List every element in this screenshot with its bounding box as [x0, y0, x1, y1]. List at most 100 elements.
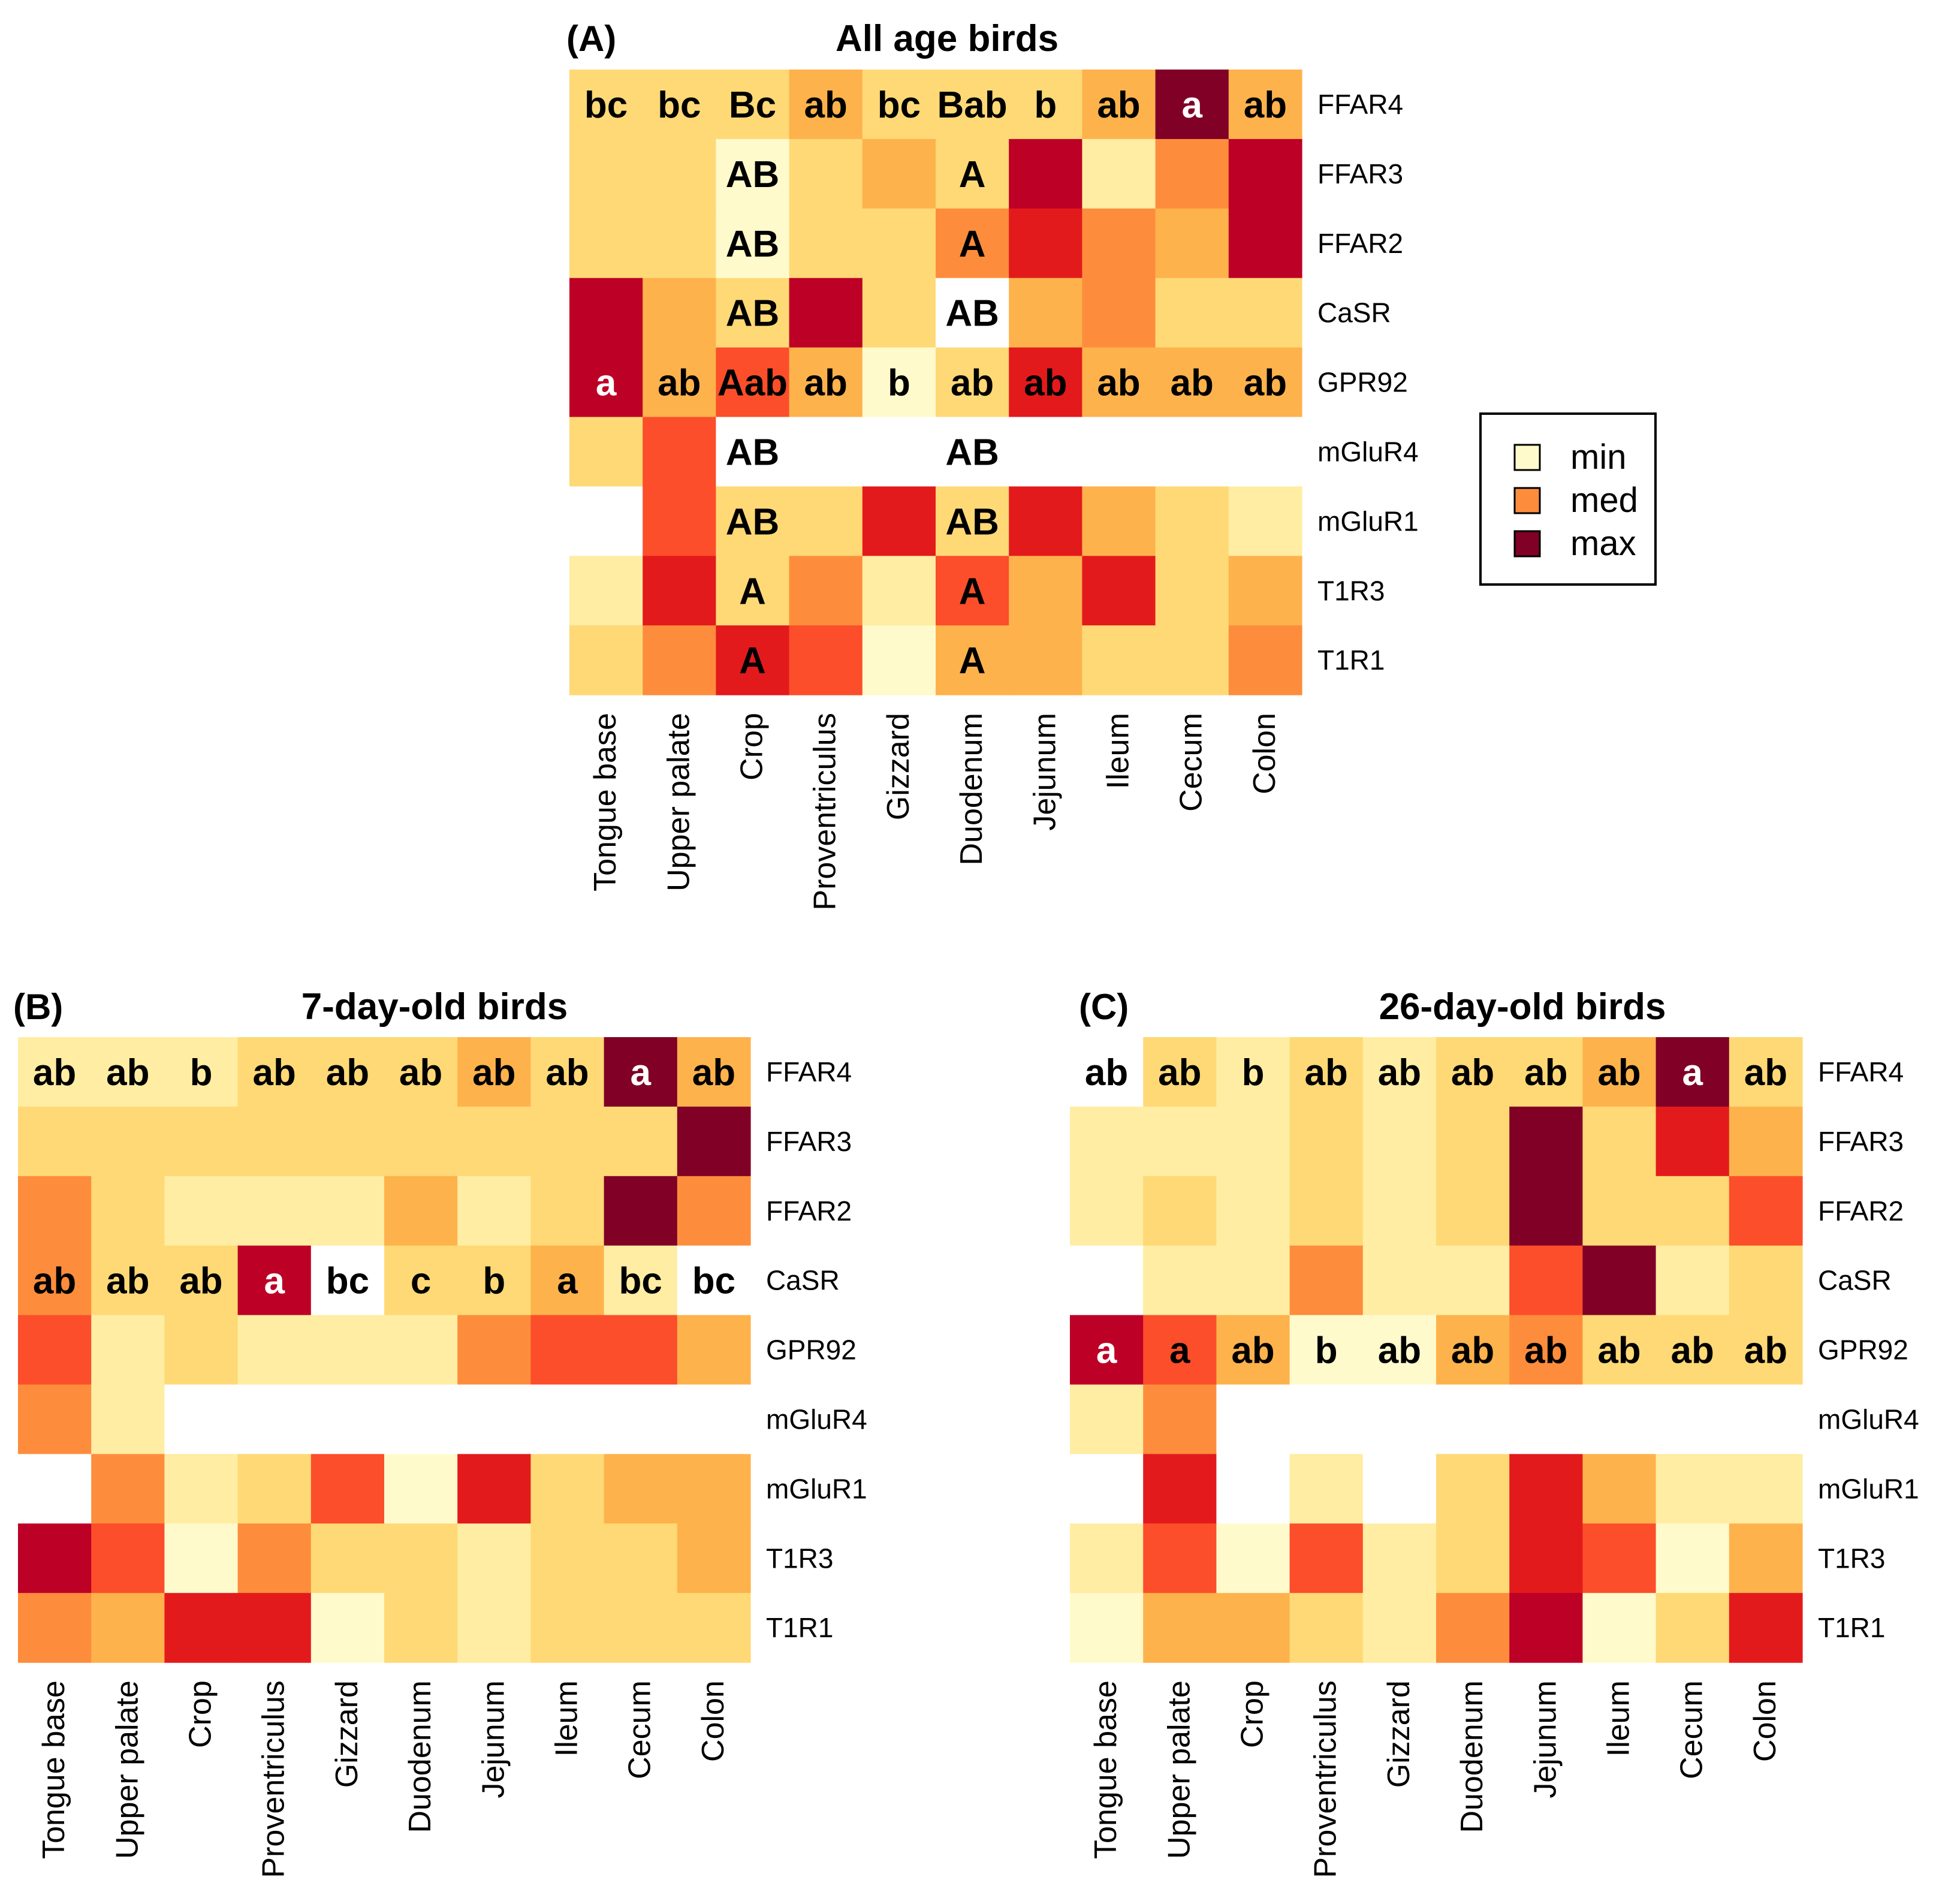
heatmap-cell	[604, 1106, 678, 1177]
heatmap-cell	[1582, 1384, 1657, 1454]
significance-label: bc	[326, 1261, 369, 1302]
heatmap-cell	[1509, 1037, 1583, 1107]
significance-label: ab	[692, 1052, 735, 1093]
heatmap-cell	[569, 70, 643, 140]
significance-label: a	[1169, 1330, 1190, 1372]
legend-swatch-max	[1513, 530, 1541, 558]
heatmap-cell	[91, 1523, 165, 1593]
heatmap-cell	[164, 1176, 239, 1246]
significance-label: b	[1315, 1330, 1338, 1372]
panel-label: (C)	[1079, 987, 1129, 1027]
heatmap-cell	[643, 417, 716, 487]
heatmap-cell	[1289, 1245, 1364, 1316]
significance-label: AB	[945, 293, 999, 335]
heatmap-cell	[643, 486, 716, 556]
heatmap-cell	[384, 1106, 458, 1177]
heatmap-cell	[789, 278, 863, 348]
heatmap-cell	[1216, 1384, 1290, 1454]
tissue-label: Duodenum	[1455, 1680, 1489, 1833]
heatmap-cell	[1362, 1176, 1437, 1246]
heatmap-cell	[1216, 1106, 1290, 1177]
heatmap-cell	[310, 1106, 385, 1177]
tissue-label: Proventriculus	[257, 1680, 291, 1878]
heatmap-cell	[862, 278, 936, 348]
heatmap-cell	[18, 1593, 92, 1663]
panel-title: 7-day-old birds	[301, 986, 568, 1028]
tissue-label: Colon	[696, 1680, 731, 1762]
heatmap-cell	[1509, 1106, 1583, 1177]
heatmap-cell	[1009, 486, 1082, 556]
heatmap-cell	[789, 417, 863, 487]
tissue-label: Colon	[1247, 713, 1282, 794]
heatmap-cell	[789, 208, 863, 279]
heatmap-cell	[310, 1315, 385, 1385]
significance-label: ab	[33, 1052, 76, 1093]
heatmap-cell	[1143, 1315, 1217, 1385]
heatmap-cell	[91, 1384, 165, 1454]
gene-label: GPR92	[766, 1334, 857, 1366]
tissue-label: Upper palate	[1162, 1680, 1196, 1859]
heatmap-cell	[1289, 1106, 1364, 1177]
heatmap-cell	[384, 1245, 458, 1316]
heatmap-cell	[1729, 1593, 1803, 1663]
heatmap-cell	[1228, 347, 1302, 418]
heatmap-cell	[1228, 556, 1302, 626]
tissue-label: Crop	[183, 1680, 218, 1748]
heatmap-cell	[1729, 1523, 1803, 1593]
significance-label: ab	[179, 1261, 222, 1302]
heatmap-cell	[1509, 1384, 1583, 1454]
heatmap-cell	[1655, 1454, 1730, 1524]
significance-label: a	[1181, 85, 1202, 126]
heatmap-cell	[569, 556, 643, 626]
heatmap-cell	[1655, 1106, 1730, 1177]
gene-label: mGluR1	[1818, 1473, 1919, 1504]
heatmap-cell	[936, 208, 1009, 279]
heatmap-cell	[384, 1523, 458, 1593]
significance-label: a	[1682, 1052, 1703, 1093]
significance-label: ab	[1744, 1330, 1787, 1372]
gene-label: mGluR1	[766, 1473, 867, 1504]
heatmap-cell	[1155, 208, 1229, 279]
significance-label: b	[190, 1052, 213, 1093]
gene-label: CaSR	[766, 1265, 840, 1296]
significance-label: AB	[945, 432, 999, 474]
heatmap-cell	[1362, 1037, 1437, 1107]
heatmap-cell	[237, 1176, 312, 1246]
gene-label: FFAR4	[766, 1056, 852, 1087]
significance-label: bc	[692, 1261, 735, 1302]
heatmap-cell	[789, 486, 863, 556]
significance-label: a	[1096, 1330, 1117, 1372]
heatmap-cell	[1655, 1245, 1730, 1316]
heatmap-cell	[530, 1037, 605, 1107]
heatmap-cell	[1155, 486, 1229, 556]
significance-label: ab	[1244, 85, 1287, 126]
heatmap-cell	[1729, 1176, 1803, 1246]
significance-label: ab	[1524, 1052, 1567, 1093]
heatmap-cell	[530, 1176, 605, 1246]
heatmap-cell	[677, 1037, 751, 1107]
heatmap-cell	[1070, 1106, 1144, 1177]
heatmap-cell	[1289, 1593, 1364, 1663]
significance-label: ab	[106, 1261, 149, 1302]
heatmap-cell	[1436, 1523, 1510, 1593]
heatmap-cell	[457, 1454, 531, 1524]
heatmap-cell	[457, 1176, 531, 1246]
significance-label: ab	[253, 1052, 296, 1093]
gene-label: FFAR3	[1818, 1126, 1904, 1157]
heatmap-cell	[569, 417, 643, 487]
heatmap-cell	[677, 1176, 751, 1246]
heatmap-cell	[18, 1176, 92, 1246]
gene-label: T1R3	[1317, 575, 1385, 606]
legend-box	[1479, 412, 1657, 586]
significance-label: ab	[1024, 363, 1067, 404]
heatmap-cell	[1216, 1593, 1290, 1663]
heatmap-cell	[164, 1523, 239, 1593]
significance-label: ab	[951, 363, 994, 404]
heatmap-cell	[1509, 1315, 1583, 1385]
significance-label: Aab	[717, 363, 788, 404]
heatmap-cell	[1509, 1593, 1583, 1663]
heatmap-cell	[677, 1523, 751, 1593]
gene-label: GPR92	[1818, 1334, 1908, 1366]
